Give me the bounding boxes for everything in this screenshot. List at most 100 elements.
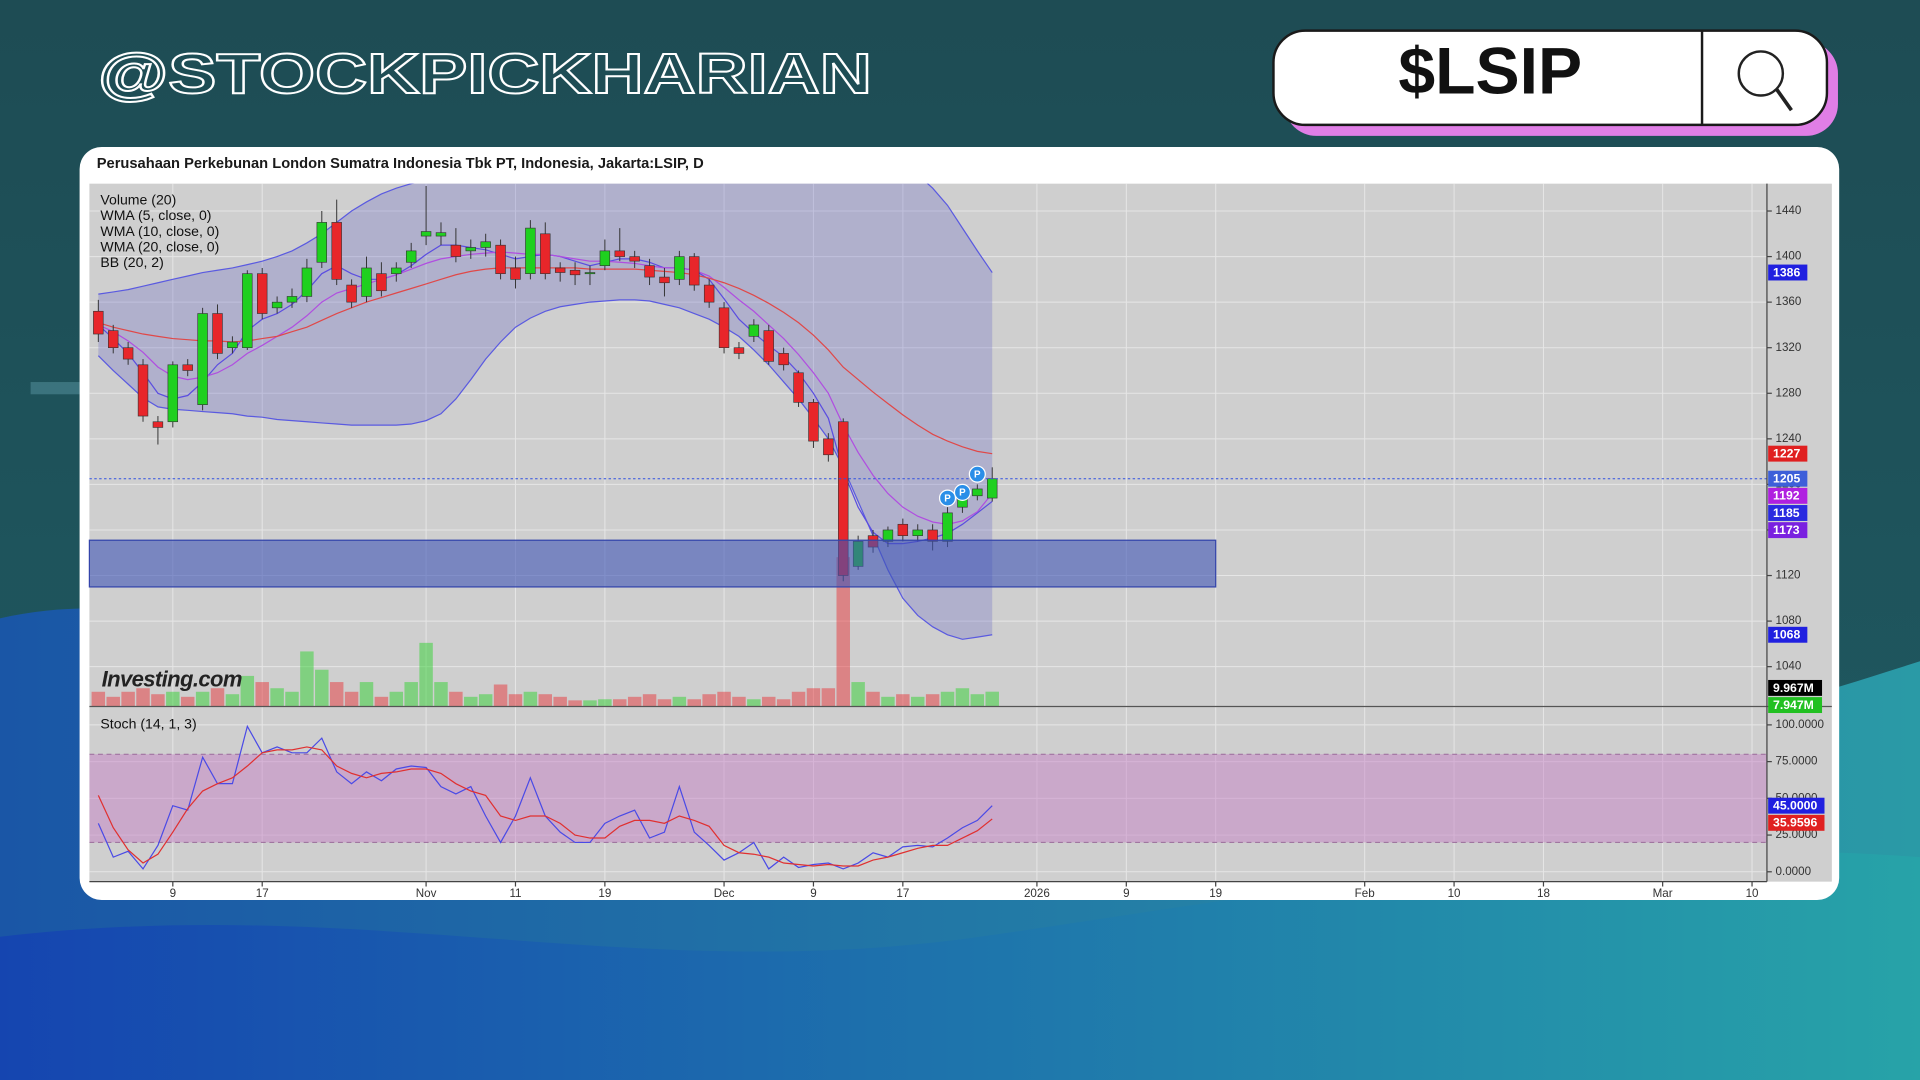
candle-body [435, 232, 447, 237]
axis-value-tag [1768, 487, 1808, 504]
volume-bar [121, 691, 135, 707]
candle-body [420, 231, 432, 237]
volume-bar [806, 688, 821, 707]
candle-body [376, 273, 387, 292]
candle-body [540, 233, 551, 274]
candle-body [361, 267, 372, 297]
candle-body [286, 296, 298, 303]
volume-bar [642, 694, 657, 707]
x-tick-label: 17 [896, 887, 909, 900]
candle-body [763, 330, 774, 362]
axis-value-tag [1768, 679, 1823, 696]
candle-body [823, 438, 834, 456]
volume-bar [955, 688, 970, 707]
candle-body [689, 256, 700, 286]
volume-bar [836, 557, 850, 707]
candle-body [525, 227, 536, 274]
volume-bar [91, 691, 106, 707]
pivot-label: P [974, 469, 981, 480]
search-icon[interactable] [1737, 50, 1785, 97]
volume-bar [747, 699, 761, 707]
axis-value-label: 45.0000 [1773, 799, 1817, 813]
price-pane [89, 183, 1767, 707]
y-tick-label: 1080 [1776, 614, 1802, 627]
candle-body [793, 372, 804, 403]
candle-body [391, 267, 402, 274]
volume-bar [538, 694, 553, 707]
pivot-marker [953, 483, 972, 501]
x-tick-label: 17 [256, 887, 269, 900]
candle-body [569, 269, 581, 276]
volume-bar [389, 691, 404, 707]
candle-body [301, 267, 313, 297]
candle-body [748, 324, 760, 337]
candle-body [614, 250, 625, 257]
volume-bar [106, 696, 120, 707]
x-tick-label: Dec [714, 887, 735, 900]
x-tick-label: 10 [1448, 887, 1461, 900]
candle-body [584, 272, 596, 275]
volume-bar [404, 682, 418, 707]
volume-bar [717, 691, 731, 707]
volume-bar [255, 682, 269, 707]
axis-value-label: 1205 [1773, 472, 1800, 486]
volume-bar [374, 696, 389, 707]
volume-bar [419, 642, 433, 707]
wave [0, 851, 1920, 1080]
candle-body [659, 276, 670, 284]
axis-value-label: 9.967M [1773, 681, 1814, 695]
pivot-marker [968, 465, 986, 483]
volume-bar [776, 699, 791, 707]
volume-bar [270, 688, 284, 707]
volume-bar [523, 691, 538, 707]
volume-bar [881, 696, 895, 707]
volume-bar [762, 696, 776, 707]
candle-body [674, 256, 685, 280]
axis-value-label: 1386 [1773, 265, 1800, 279]
volume-bar [702, 694, 716, 707]
axis-value-tag [1768, 626, 1808, 643]
axis-value-tag [1768, 522, 1808, 539]
pivot-label: P [959, 488, 966, 499]
volume-bar [210, 688, 225, 707]
candle-body [212, 313, 223, 354]
candle-body [987, 478, 998, 499]
y-tick-label: 1320 [1776, 341, 1802, 354]
candle-body [405, 250, 417, 263]
volume-bar [657, 699, 672, 707]
axis-value-label: 1068 [1773, 628, 1800, 642]
volume-bar [449, 691, 463, 707]
volume-bar [329, 682, 344, 707]
volume-bar [359, 682, 374, 707]
volume-bar [732, 696, 746, 707]
y-tick-label: 100.0000 [1776, 718, 1825, 731]
x-tick-label: Mar [1653, 887, 1673, 900]
y-tick-label: 1360 [1776, 295, 1802, 308]
candle-body [346, 284, 357, 303]
candle-body [316, 222, 328, 263]
search-text[interactable]: $LSIP [1398, 34, 1582, 108]
handle: @STOCKPICKHARIAN [98, 42, 872, 105]
volume-bar [687, 699, 701, 707]
candle-body [912, 529, 923, 536]
candle-body [465, 247, 476, 252]
legend-entry: Volume (20) [100, 192, 176, 208]
x-tick-label: 18 [1537, 887, 1550, 900]
volume-bar [985, 691, 999, 707]
legend-entry: Stoch (14, 1, 3) [100, 716, 196, 732]
y-tick-label: 1120 [1776, 569, 1802, 582]
x-tick-label: 9 [810, 887, 816, 900]
support-zone [88, 539, 1217, 588]
axis-value-tag [1768, 697, 1823, 714]
plot-area [89, 183, 1832, 882]
volume-bar [285, 691, 299, 707]
volume-bar [627, 696, 642, 707]
volume-bar [315, 669, 329, 707]
volume-bar [344, 691, 359, 707]
candle-body [93, 310, 104, 335]
volume-bar [166, 691, 180, 707]
volume-bar [851, 682, 865, 707]
search-box[interactable] [1272, 29, 1829, 127]
band-fill [98, 183, 993, 640]
